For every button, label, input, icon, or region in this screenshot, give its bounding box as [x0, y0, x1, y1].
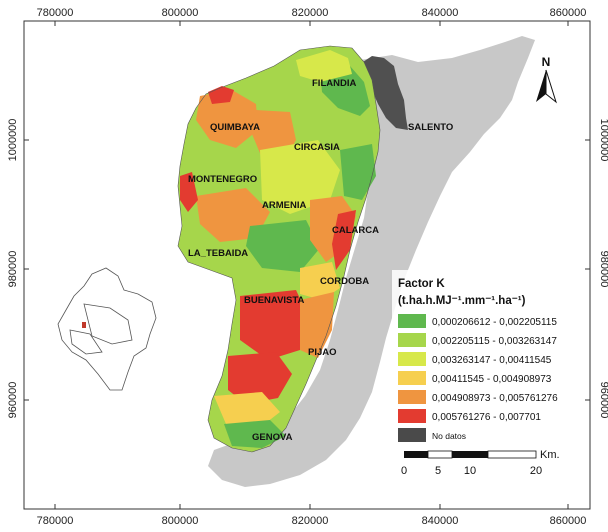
legend-swatch: [398, 390, 426, 404]
patch-red-west: [180, 172, 198, 212]
x-tick-bottom-4: 840000: [422, 515, 459, 527]
legend-swatch: [398, 352, 426, 366]
x-tick-top-2: 800000: [162, 7, 199, 19]
x-tick-bottom-5: 860000: [550, 515, 587, 527]
patch-red-calarca: [332, 210, 356, 270]
x-tick-top-5: 860000: [550, 7, 587, 19]
label-armenia: ARMENIA: [262, 200, 306, 211]
label-genova: GENOVA: [252, 432, 293, 443]
study-area-outline: [177, 45, 381, 453]
label-pijao: PIJAO: [308, 347, 337, 358]
north-arrow-icon: N: [536, 55, 557, 104]
label-filandia: FILANDIA: [312, 78, 356, 89]
patch-green-genova: [224, 420, 286, 448]
x-tick-top-3: 820000: [292, 7, 329, 19]
x-tick-bottom-2: 800000: [162, 515, 199, 527]
tick-marks: [24, 21, 590, 509]
legend-label: 0,005761276 - 0,007701: [432, 412, 541, 423]
y-tick-left-2: 980000: [7, 251, 19, 288]
legend-label: 0,002205115 - 0,003263147: [432, 336, 557, 347]
patch-orange-west: [196, 90, 258, 148]
patch-yellow-east: [296, 50, 352, 82]
scale-label-5: 5: [435, 465, 441, 477]
legend-title: Factor K: [398, 278, 445, 290]
inset-map-colombia: [57, 267, 157, 391]
scale-seg-1: [404, 451, 428, 458]
legend-label: No datos: [432, 431, 466, 441]
patch-red-buenavista: [240, 290, 310, 360]
y-tick-right-1: 1000000: [598, 119, 608, 162]
scale-bar: Km. 0 5 10 20: [401, 449, 560, 477]
patch-yellow-south: [214, 392, 280, 426]
y-tick-left-1: 1000000: [7, 119, 19, 162]
grey-region: [208, 36, 535, 487]
x-tick-top-1: 780000: [37, 7, 74, 19]
patch-green-center: [246, 220, 320, 272]
legend-label: 0,003263147 - 0,00411545: [432, 355, 552, 366]
inset-quindio-marker: [82, 322, 86, 328]
legend-swatch: [398, 333, 426, 347]
legend: Factor K (t.ha.h.MJ⁻¹.mm⁻¹.ha⁻¹) 0,00020…: [392, 270, 568, 458]
no-data-zone: [360, 56, 408, 130]
scale-seg-3: [452, 451, 488, 458]
y-tick-right-3: 960000: [598, 382, 608, 419]
legend-label: 0,00411545 - 0,004908973: [432, 374, 552, 385]
scale-label-10: 10: [464, 465, 476, 477]
label-salento: SALENTO: [408, 122, 453, 133]
legend-swatch: [398, 314, 426, 328]
legend-units: (t.ha.h.MJ⁻¹.mm⁻¹.ha⁻¹): [398, 295, 526, 307]
x-tick-bottom-1: 780000: [37, 515, 74, 527]
label-circasia: CIRCASIA: [294, 142, 340, 153]
patch-green-east: [340, 144, 376, 200]
scale-unit: Km.: [540, 449, 560, 461]
north-label: N: [542, 55, 551, 69]
legend-label: 0,004908973 - 0,005761276: [432, 393, 558, 404]
scale-label-20: 20: [530, 465, 542, 477]
patch-yellow-cordoba: [300, 262, 340, 300]
label-quimbaya: QUIMBAYA: [210, 122, 260, 133]
x-tick-bottom-3: 820000: [292, 515, 329, 527]
legend-swatch: [398, 428, 426, 442]
legend-label: 0,000206612 - 0,002205115: [432, 317, 557, 328]
label-la-tebaida: LA_TEBAIDA: [188, 248, 248, 259]
scale-label-0: 0: [401, 465, 407, 477]
x-tick-top-4: 840000: [422, 7, 459, 19]
patch-orange-pijao: [300, 292, 334, 358]
scale-seg-2: [427, 450, 453, 459]
label-cordoba: CORDOBA: [320, 276, 369, 287]
patch-yellow-center: [260, 140, 340, 214]
y-tick-right-2: 980000: [598, 251, 608, 288]
label-calarca: CALARCA: [332, 225, 379, 236]
scale-seg-4: [487, 450, 537, 459]
y-tick-left-3: 960000: [7, 382, 19, 419]
legend-swatch: [398, 371, 426, 385]
label-montenegro: MONTENEGRO: [188, 174, 257, 185]
patch-red-south: [228, 352, 292, 404]
label-buenavista: BUENAVISTA: [244, 295, 304, 306]
legend-swatch: [398, 409, 426, 423]
